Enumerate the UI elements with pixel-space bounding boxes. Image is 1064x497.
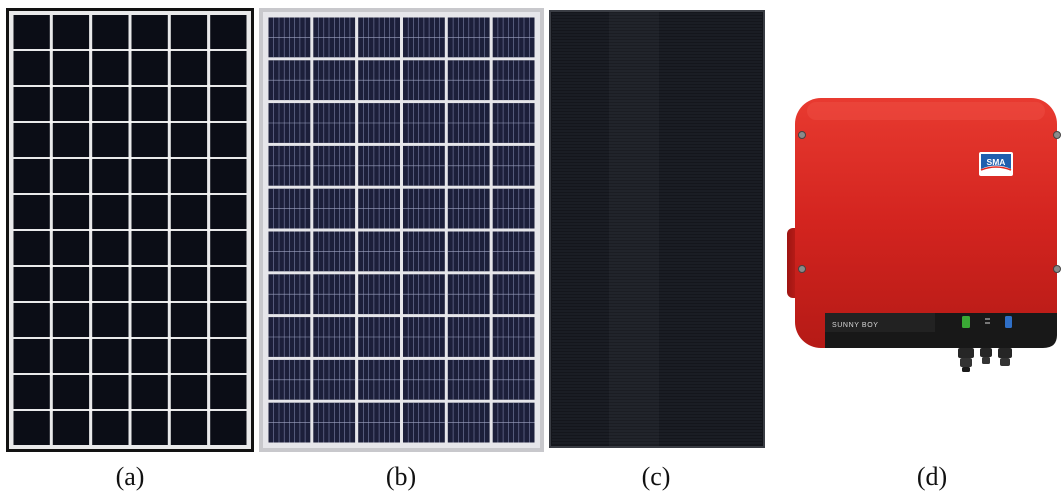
solar-cell [52, 267, 90, 301]
solar-panel-a [6, 8, 254, 452]
solar-cell [52, 159, 90, 193]
solar-cell [131, 123, 168, 157]
sunny-boy-label: SUNNY BOY [832, 322, 879, 329]
caption-d: (d) [916, 462, 948, 491]
solar-cell [170, 87, 208, 121]
cable-gland-icon [958, 348, 974, 372]
solar-cell [170, 195, 208, 229]
solar-cell [92, 267, 129, 301]
solar-cell [170, 267, 208, 301]
solar-cell [170, 123, 208, 157]
solar-cell [131, 51, 168, 85]
caption-a: (a) [115, 462, 145, 491]
solar-cell [13, 267, 50, 301]
sma-logo: SMA [979, 152, 1013, 176]
caption-b: (b) [385, 462, 417, 491]
solar-cell [92, 123, 129, 157]
screw-icon [1053, 265, 1061, 273]
solar-cell [13, 411, 50, 445]
solar-cell [52, 231, 90, 265]
solar-cell [170, 51, 208, 85]
solar-cell [92, 411, 129, 445]
solar-panel-c-image [549, 10, 765, 448]
solar-cell [170, 159, 208, 193]
inverter-d: SMA SUNNY BOY [785, 92, 1061, 382]
screw-icon [1053, 131, 1061, 139]
solar-cell [131, 339, 168, 373]
solar-cell [52, 87, 90, 121]
solar-cell [52, 375, 90, 409]
solar-cell [52, 303, 90, 337]
solar-cell [13, 375, 50, 409]
solar-cell [13, 195, 50, 229]
screw-icon [798, 131, 806, 139]
solar-cell [131, 267, 168, 301]
solar-panel-a-image [6, 8, 254, 452]
caption-c: (c) [641, 462, 671, 491]
cable-gland-icon [998, 348, 1012, 366]
solar-cell [131, 159, 168, 193]
solar-cell [210, 303, 247, 337]
solar-cell [13, 159, 50, 193]
solar-cell [131, 411, 168, 445]
solar-cell [52, 411, 90, 445]
solar-cell [210, 375, 247, 409]
inverter-image: SMA SUNNY BOY [787, 98, 1061, 372]
solar-cell [52, 339, 90, 373]
dc-minus-connector-icon [1005, 316, 1012, 328]
solar-panel-b [259, 8, 544, 452]
solar-cell [210, 15, 247, 49]
screw-icon [798, 265, 806, 273]
solar-cell [52, 195, 90, 229]
solar-cell [131, 15, 168, 49]
solar-cell [210, 339, 247, 373]
solar-cell [13, 51, 50, 85]
solar-cell [52, 15, 90, 49]
solar-cell [92, 51, 129, 85]
solar-cell [170, 411, 208, 445]
solar-cell [170, 303, 208, 337]
solar-cell [13, 303, 50, 337]
solar-cell [131, 195, 168, 229]
solar-cell [131, 87, 168, 121]
dc-plus-connector-icon [962, 316, 970, 328]
solar-cell [131, 375, 168, 409]
solar-cell [92, 231, 129, 265]
solar-cell [13, 339, 50, 373]
solar-panel-c [549, 10, 765, 448]
solar-cell [210, 267, 247, 301]
solar-cell [210, 51, 247, 85]
solar-cell [170, 339, 208, 373]
solar-cell [131, 303, 168, 337]
solar-cell [13, 231, 50, 265]
solar-cell [92, 87, 129, 121]
solar-cell [210, 159, 247, 193]
solar-cell [170, 15, 208, 49]
solar-cell [52, 51, 90, 85]
solar-cell [210, 231, 247, 265]
solar-cell [170, 231, 208, 265]
solar-cell [13, 87, 50, 121]
svg-text:SMA: SMA [987, 157, 1006, 167]
solar-panel-b-image [259, 8, 544, 452]
solar-cell [170, 375, 208, 409]
solar-cell [92, 375, 129, 409]
solar-cell [92, 15, 129, 49]
solar-cell [131, 231, 168, 265]
solar-cell [52, 123, 90, 157]
solar-cell [210, 411, 247, 445]
solar-cell [92, 195, 129, 229]
solar-cell [92, 339, 129, 373]
solar-cell [210, 87, 247, 121]
solar-cell [13, 15, 50, 49]
solar-cell [92, 303, 129, 337]
solar-cell [210, 123, 247, 157]
solar-cell [13, 123, 50, 157]
solar-cell [92, 159, 129, 193]
cable-gland-icon [980, 348, 992, 364]
solar-cell [210, 195, 247, 229]
